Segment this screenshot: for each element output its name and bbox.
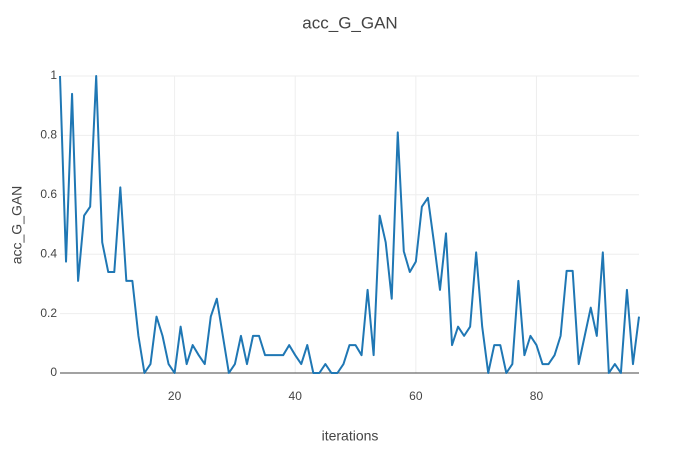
y-tick-label: 1 <box>50 68 57 82</box>
x-axis-title: iterations <box>322 428 379 444</box>
x-tick-label: 40 <box>289 389 303 403</box>
x-tick-label: 60 <box>409 389 423 403</box>
y-tick-label: 0.4 <box>40 246 57 260</box>
y-tick-label: 0.8 <box>40 128 57 142</box>
x-tick-label: 20 <box>168 389 182 403</box>
chart-title: acc_G_GAN <box>302 13 397 32</box>
y-axis-title: acc_G_GAN <box>9 186 25 265</box>
data-line <box>59 75 640 374</box>
y-tick-label: 0.2 <box>40 306 57 320</box>
x-tick-label: 80 <box>530 389 544 403</box>
y-tick-label: 0.6 <box>40 187 57 201</box>
y-tick-label: 0 <box>50 365 57 379</box>
